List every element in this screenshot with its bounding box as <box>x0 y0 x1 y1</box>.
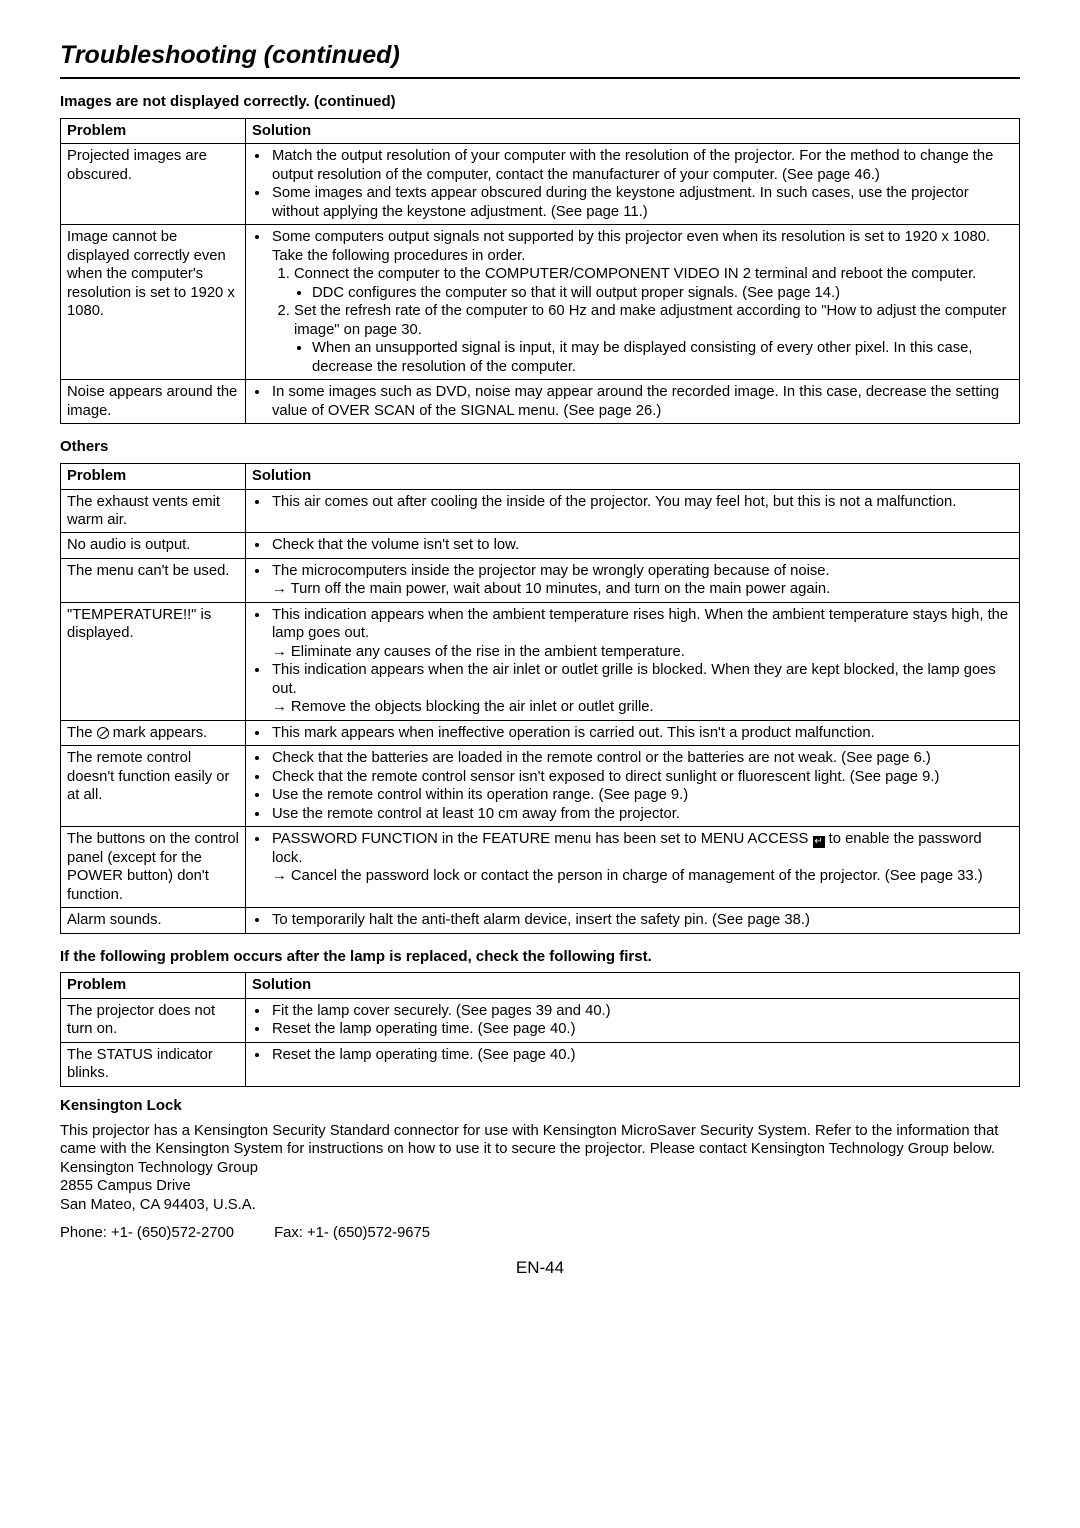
problem-cell: Alarm sounds. <box>61 908 246 933</box>
kensington-line: Kensington Technology Group <box>60 1159 1020 1177</box>
problem-cell: The menu can't be used. <box>61 558 246 602</box>
solution-cell: This mark appears when ineffective opera… <box>246 720 1020 745</box>
solution-item: Match the output resolution of your comp… <box>270 147 1013 184</box>
solution-item: Check that the remote control sensor isn… <box>270 768 1013 786</box>
solution-item: Reset the lamp operating time. (See page… <box>270 1046 1013 1064</box>
solution-item: This air comes out after cooling the ins… <box>270 493 1013 511</box>
page-title: Troubleshooting (continued) <box>60 40 1020 79</box>
col-solution: Solution <box>246 119 1020 144</box>
solution-item: Reset the lamp operating time. (See page… <box>270 1020 1013 1038</box>
solution-cell: This air comes out after cooling the ins… <box>246 489 1020 533</box>
section3-heading: If the following problem occurs after th… <box>60 948 1020 967</box>
problem-cell: The buttons on the control panel (except… <box>61 827 246 908</box>
solution-item: Check that the volume isn't set to low. <box>270 536 1013 554</box>
solution-cell: Check that the batteries are loaded in t… <box>246 746 1020 827</box>
section2-table: Problem Solution The exhaust vents emit … <box>60 463 1020 934</box>
arrow-line: Eliminate any causes of the rise in the … <box>272 643 1013 661</box>
solution-cell: Fit the lamp cover securely. (See pages … <box>246 998 1020 1042</box>
page-number: EN-44 <box>60 1257 1020 1278</box>
substep-item: DDC configures the computer so that it w… <box>312 284 1013 302</box>
section1-heading: Images are not displayed correctly. (con… <box>60 93 1020 112</box>
solution-cell: Match the output resolution of your comp… <box>246 144 1020 225</box>
step-item: Connect the computer to the COMPUTER/COM… <box>294 265 1013 302</box>
col-problem: Problem <box>61 119 246 144</box>
solution-item: In some images such as DVD, noise may ap… <box>270 383 1013 420</box>
contact-row: Phone: +1- (650)572-2700 Fax: +1- (650)5… <box>60 1224 1020 1242</box>
arrow-line: Turn off the main power, wait about 10 m… <box>272 580 1013 598</box>
problem-cell: No audio is output. <box>61 533 246 558</box>
section3-table: Problem Solution The projector does not … <box>60 972 1020 1086</box>
phone-text: Phone: +1- (650)572-2700 <box>60 1224 270 1242</box>
problem-cell: The projector does not turn on. <box>61 998 246 1042</box>
solution-item: To temporarily halt the anti-theft alarm… <box>270 911 1013 929</box>
col-problem: Problem <box>61 464 246 489</box>
solution-cell: The microcomputers inside the projector … <box>246 558 1020 602</box>
solution-cell: This indication appears when the ambient… <box>246 602 1020 720</box>
problem-cell: "TEMPERATURE!!" is displayed. <box>61 602 246 720</box>
kensington-heading: Kensington Lock <box>60 1097 1020 1116</box>
problem-cell: Image cannot be displayed correctly even… <box>61 225 246 380</box>
solution-cell: Check that the volume isn't set to low. <box>246 533 1020 558</box>
solution-cell: To temporarily halt the anti-theft alarm… <box>246 908 1020 933</box>
problem-cell: The mark appears. <box>61 720 246 745</box>
solution-item: PASSWORD FUNCTION in the FEATURE menu ha… <box>270 830 1013 885</box>
enter-icon: ↵ <box>813 836 825 848</box>
solution-cell: Reset the lamp operating time. (See page… <box>246 1042 1020 1086</box>
solution-item: Some images and texts appear obscured du… <box>270 184 1013 221</box>
fax-text: Fax: +1- (650)572-9675 <box>274 1224 430 1242</box>
section1-table: Problem Solution Projected images are ob… <box>60 118 1020 424</box>
col-solution: Solution <box>246 464 1020 489</box>
arrow-line: Cancel the password lock or contact the … <box>272 867 1013 885</box>
kensington-line: 2855 Campus Drive <box>60 1177 1020 1195</box>
solution-item: Some computers output signals not suppor… <box>270 228 1013 376</box>
substep-item: When an unsupported signal is input, it … <box>312 339 1013 376</box>
solution-item: Use the remote control within its operat… <box>270 786 1013 804</box>
kensington-line: San Mateo, CA 94403, U.S.A. <box>60 1196 1020 1214</box>
problem-cell: Noise appears around the image. <box>61 380 246 424</box>
prohibit-icon <box>97 727 109 739</box>
solution-item: This indication appears when the air inl… <box>270 661 1013 716</box>
problem-cell: The STATUS indicator blinks. <box>61 1042 246 1086</box>
problem-cell: The exhaust vents emit warm air. <box>61 489 246 533</box>
solution-cell: Some computers output signals not suppor… <box>246 225 1020 380</box>
problem-cell: The remote control doesn't function easi… <box>61 746 246 827</box>
kensington-body: This projector has a Kensington Security… <box>60 1122 1020 1159</box>
col-problem: Problem <box>61 973 246 998</box>
solution-item: Check that the batteries are loaded in t… <box>270 749 1013 767</box>
solution-item: The microcomputers inside the projector … <box>270 562 1013 599</box>
solution-item: This mark appears when ineffective opera… <box>270 724 1013 742</box>
solution-item: This indication appears when the ambient… <box>270 606 1013 661</box>
problem-cell: Projected images are obscured. <box>61 144 246 225</box>
solution-cell: PASSWORD FUNCTION in the FEATURE menu ha… <box>246 827 1020 908</box>
arrow-line: Remove the objects blocking the air inle… <box>272 698 1013 716</box>
solution-item: Use the remote control at least 10 cm aw… <box>270 805 1013 823</box>
section2-heading: Others <box>60 438 1020 457</box>
solution-item: Fit the lamp cover securely. (See pages … <box>270 1002 1013 1020</box>
col-solution: Solution <box>246 973 1020 998</box>
step-item: Set the refresh rate of the computer to … <box>294 302 1013 376</box>
solution-cell: In some images such as DVD, noise may ap… <box>246 380 1020 424</box>
